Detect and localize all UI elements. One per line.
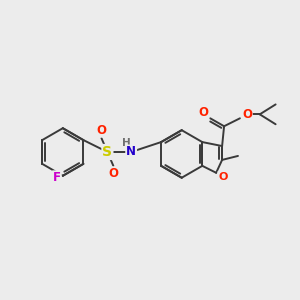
- Text: N: N: [126, 146, 136, 158]
- Text: O: O: [218, 172, 228, 182]
- Text: O: O: [97, 124, 106, 137]
- Text: O: O: [108, 167, 118, 180]
- Text: O: O: [198, 106, 208, 119]
- Text: S: S: [102, 145, 112, 159]
- Text: H: H: [122, 138, 130, 148]
- Text: F: F: [53, 171, 61, 184]
- Text: O: O: [242, 108, 252, 121]
